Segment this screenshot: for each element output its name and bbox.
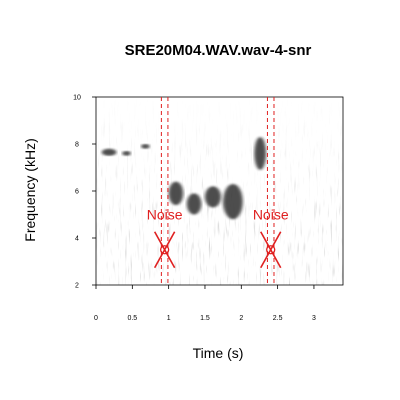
y-axis-label: Frequency (kHz) [22,138,38,241]
x-axis-label: Time (s) [193,345,244,361]
noise-annotations: Noise Noise [147,97,289,285]
noise-circle-marker [160,245,170,255]
y-tick-label: 10 [73,95,81,102]
sound-event [168,181,184,206]
x-tick-label: 3 [312,315,316,322]
sound-event [122,151,131,156]
sound-event [101,148,117,156]
x-tick-label: 1 [167,315,171,322]
y-tick-label: 6 [75,189,79,196]
sound-event [186,193,202,215]
x-tick-label: 2 [239,315,243,322]
noise-label: Noise [147,207,183,223]
sound-event [204,186,221,208]
noise-cross-marker [260,231,282,269]
noise-cross-marker [153,231,176,269]
sound-event [141,144,150,149]
y-tick-label: 4 [75,236,79,243]
x-tick-label: 2.5 [273,315,283,322]
y-tick-label: 8 [75,142,79,149]
noise-circle-marker [266,245,276,255]
sound-event [254,136,266,170]
sound-events [101,136,266,220]
background-noise-fade [96,97,343,233]
sound-event [223,183,243,220]
y-axis: 2 4 6 8 10 [73,95,96,290]
noise-label: Noise [253,207,289,223]
x-tick-label: 0.5 [127,315,137,322]
plot-area [95,96,344,286]
y-tick-label: 2 [75,283,79,290]
x-tick-label: 0 [94,315,98,322]
x-tick-label: 1.5 [200,315,210,322]
chart-title: SRE20M04.WAV.wav-4-snr [125,42,312,59]
x-axis: 0 0.5 1 1.5 2 2.5 3 [94,285,316,322]
